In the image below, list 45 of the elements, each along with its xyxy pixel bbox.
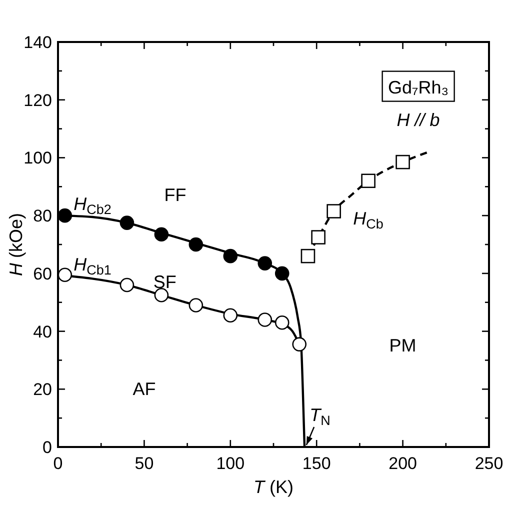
point: [58, 268, 72, 282]
x-tick-label: 150: [302, 454, 331, 473]
point: [258, 256, 272, 270]
annotation: Gd₇Rh₃: [388, 77, 449, 98]
annotation: PM: [389, 336, 416, 356]
y-tick-label: 100: [24, 148, 52, 168]
point: [361, 174, 376, 188]
point: [326, 204, 341, 218]
point: [154, 227, 169, 242]
y-tick-label: 40: [33, 322, 52, 342]
annotation: H$_{Cb1}$: [74, 254, 112, 278]
x-axis-title: T (K): [254, 477, 294, 497]
annotation: SF: [153, 272, 176, 292]
x-tick-label: 50: [134, 454, 154, 473]
point: [58, 208, 72, 223]
y-tick-label: 140: [24, 33, 52, 52]
point: [188, 298, 204, 312]
point: [292, 337, 307, 352]
annotation: T$_{N}$: [310, 404, 330, 428]
annotation: H$_{Cb2}$: [74, 194, 112, 216]
annotation: H // b: [396, 110, 440, 130]
x-tick-label: 200: [388, 454, 417, 473]
point: [188, 237, 204, 252]
x-tick-label: 100: [216, 454, 245, 473]
annotation: H$_{Cb}$: [353, 208, 384, 231]
y-tick-label: 20: [33, 380, 52, 400]
point: [120, 278, 134, 292]
point: [274, 266, 290, 281]
y-tick-label: 0: [42, 438, 52, 457]
y-axis-title: H (kOe): [6, 212, 26, 276]
point: [396, 154, 410, 170]
annotation: FF: [164, 185, 186, 206]
y-tick-label: 120: [24, 90, 52, 110]
y-tick-label: 60: [33, 264, 52, 284]
point: [223, 248, 238, 264]
x-tick-label: 250: [474, 454, 504, 473]
point: [223, 308, 238, 323]
point: [120, 216, 134, 230]
point: [300, 248, 316, 264]
point: [154, 288, 169, 302]
point: [274, 315, 290, 330]
point: [258, 312, 272, 327]
point: [311, 230, 326, 244]
y-tick-label: 80: [33, 206, 52, 226]
annotation: AF: [132, 378, 156, 399]
